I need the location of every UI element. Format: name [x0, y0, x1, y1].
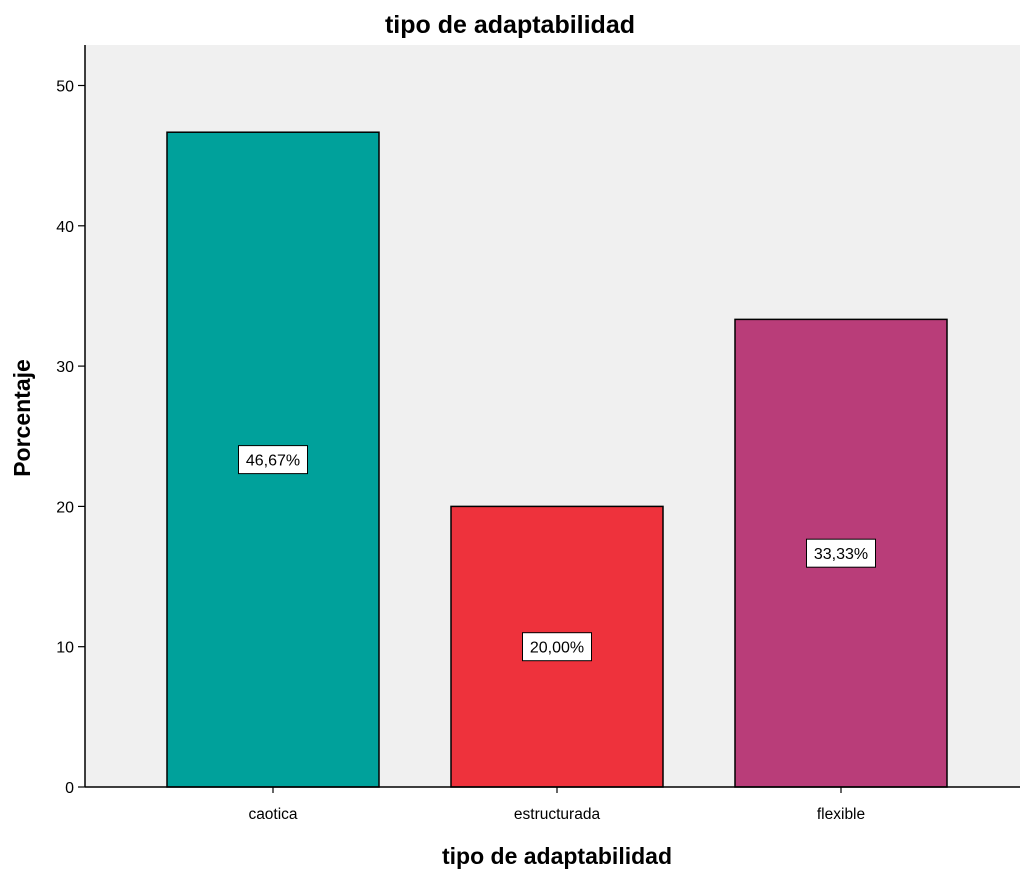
x-tick-label-caotica: caotica — [248, 806, 297, 823]
data-label-text: 33,33% — [814, 546, 868, 563]
x-ticks: caotica estructurada flexible — [248, 787, 865, 823]
data-label-text: 46,67% — [246, 453, 300, 470]
data-labels: 46,67% 20,00% 33,33% — [238, 445, 876, 662]
y-axis-title: Porcentaje — [9, 359, 35, 477]
data-label-box — [806, 538, 876, 568]
data-label-caotica: 46,67% — [238, 445, 308, 475]
chart-title: tipo de adaptabilidad — [385, 11, 635, 39]
y-tick-label: 20 — [56, 499, 74, 516]
y-tick-label: 40 — [56, 219, 74, 236]
y-ticks: 0 10 20 30 40 50 — [56, 79, 85, 797]
data-label-text: 20,00% — [530, 640, 584, 657]
x-tick-label-flexible: flexible — [817, 806, 865, 823]
data-label-estructurada: 20,00% — [522, 632, 592, 662]
x-tick-label-estructurada: estructurada — [514, 806, 601, 823]
data-label-box — [522, 632, 592, 662]
y-tick-label: 0 — [65, 780, 74, 797]
y-tick-label: 30 — [56, 359, 74, 376]
x-axis-title: tipo de adaptabilidad — [442, 843, 672, 869]
data-label-flexible: 33,33% — [806, 538, 876, 568]
data-label-box — [238, 445, 308, 475]
y-tick-label: 50 — [56, 79, 74, 96]
y-tick-label: 10 — [56, 640, 74, 657]
